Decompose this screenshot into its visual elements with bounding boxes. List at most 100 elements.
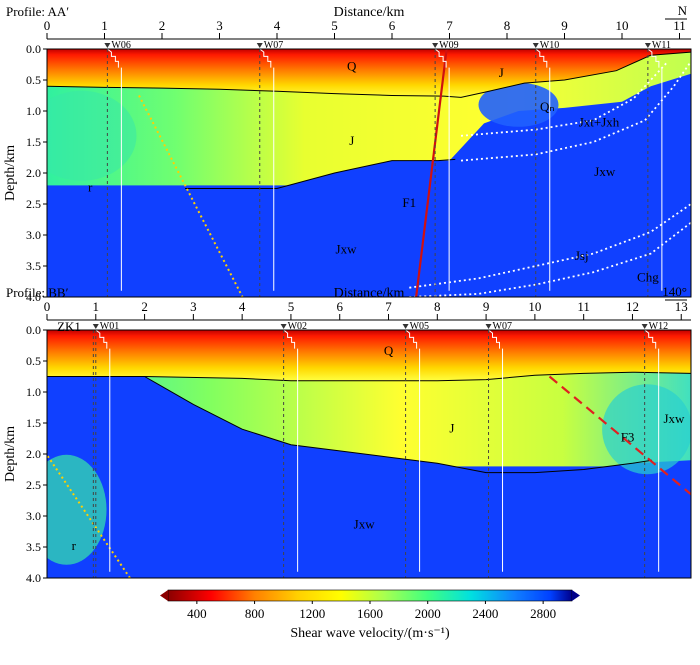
well-log-w11: [647, 49, 660, 68]
y-tick-label: 2.0: [26, 166, 41, 180]
well-log-w07: [259, 49, 272, 68]
colorbar-min-arrow: [160, 590, 168, 601]
boundary-j-base: [144, 376, 653, 474]
well-label-w02: W02: [288, 321, 307, 332]
x-tick-label: 4: [239, 299, 246, 314]
y-tick-label: 4.0: [26, 571, 41, 585]
well-log-w05: [405, 330, 418, 349]
well-label-w12: W12: [649, 321, 668, 332]
zone-qn: [478, 82, 559, 127]
layer-q: [47, 49, 691, 98]
well-marker-w05: [402, 324, 409, 329]
well-marker-w09: [432, 43, 439, 48]
x-tick-label: 7: [446, 18, 453, 33]
well-marker-w02: [280, 324, 287, 329]
colorbar-tick-label: 400: [187, 606, 207, 621]
colorbar-tick-label: 2800: [530, 606, 556, 621]
x-axis-label: Distance/km: [334, 286, 405, 301]
x-tick-label: 6: [336, 299, 343, 314]
y-tick-label: 3.0: [26, 509, 41, 523]
unit-label-jsj: Jsj: [575, 248, 589, 263]
colorbar: 400 800 1200 1600 2000 2400 2800 Shear wave vel…: [160, 589, 580, 641]
layer-jxw: [47, 376, 691, 578]
well-label-w05: W05: [410, 321, 429, 332]
x-tick-label: 2: [141, 299, 148, 314]
well-label-w07: W07: [493, 321, 512, 332]
unit-label-jxt-jxh: Jxt+Jxh: [579, 115, 620, 130]
colorbar-tick-label: 2400: [472, 606, 498, 621]
unit-label-j: J: [449, 420, 454, 435]
unit-label-q: Q: [384, 343, 394, 358]
x-tick-label: 2: [159, 18, 166, 33]
colorbar-tick-label: 2000: [415, 606, 441, 621]
x-tick-label: 12: [626, 299, 639, 314]
x-tick-label: 10: [528, 299, 541, 314]
x-tick-label: 11: [577, 299, 590, 314]
unit-label-r: r: [72, 538, 77, 553]
horizon-dotted: [409, 203, 691, 289]
x-tick-label: 5: [288, 299, 295, 314]
colorbar-bar: [167, 589, 573, 602]
unit-label-jxw: Jxw: [354, 516, 376, 531]
well-marker-w06: [104, 43, 111, 48]
x-tick-label: 8: [434, 299, 441, 314]
unit-label-chg: Chg: [637, 270, 659, 285]
panel-title: Profile: AA′: [6, 4, 69, 19]
x-tick-label: 7: [385, 299, 392, 314]
unit-label-jxw: Jxw: [336, 242, 358, 257]
well-log-w10: [535, 49, 548, 68]
profile-aa-panel: W06 W07 W09 W10 W11 0 1 2 3 4 5 6 7 8 9 10 11 0.0 0.5 1.0 1.…: [3, 3, 692, 304]
well-label-w11: W11: [652, 40, 671, 51]
well-label-w10: W10: [540, 40, 559, 51]
unit-label-r: r: [88, 180, 93, 195]
unit-label-jxw: Jxw: [663, 411, 685, 426]
well-log-w12: [644, 330, 657, 349]
colorbar-max-arrow: [572, 590, 580, 601]
well-log-w09: [434, 49, 447, 68]
x-tick-label: 9: [483, 299, 490, 314]
boundary-j-base: [185, 158, 456, 189]
unit-label-j: J: [349, 133, 354, 148]
well-log-w07: [488, 330, 500, 349]
x-tick-label: 0: [44, 18, 51, 33]
x-tick-label: 9: [561, 18, 568, 33]
well-log-w01: [95, 330, 108, 349]
y-tick-label: 3.5: [26, 259, 41, 273]
fault-trace: [47, 453, 131, 578]
y-axis-label: Depth/km: [3, 426, 18, 482]
zone-r: [47, 90, 137, 181]
unit-label-zk1: ZK1: [57, 319, 81, 334]
x-tick-label: 1: [93, 299, 100, 314]
y-tick-label: 1.0: [26, 104, 41, 118]
well-marker-w07: [256, 43, 263, 48]
zone-r: [47, 454, 107, 565]
well-label-w07: W07: [264, 40, 283, 51]
y-tick-label: 2.5: [26, 197, 41, 211]
boundary-q-base: [47, 51, 691, 98]
y-tick-label: 0.0: [26, 42, 41, 56]
orientation-label: N: [678, 3, 688, 18]
well-marker-w11: [644, 43, 651, 48]
velocity-field: [47, 49, 691, 297]
x-tick-label: 13: [675, 299, 688, 314]
x-tick-label: 1: [101, 18, 108, 33]
colorbar-tick-label: 1600: [357, 606, 383, 621]
unit-label-f3: F3: [621, 430, 635, 445]
x-tick-label: 5: [331, 18, 338, 33]
y-tick-label: 1.0: [26, 385, 41, 399]
x-tick-label: 3: [190, 299, 197, 314]
well-marker-w12: [641, 324, 648, 329]
fault-f3: [548, 375, 691, 496]
x-tick-label: 4: [274, 18, 281, 33]
well-label-w01: W01: [100, 321, 119, 332]
y-tick-label: 2.0: [26, 447, 41, 461]
orientation-label: 140°: [662, 284, 687, 299]
fault-f1: [415, 49, 448, 297]
colorbar-tick-label: 1200: [299, 606, 325, 621]
well-label-w06: W06: [111, 40, 130, 51]
x-tick-label: 10: [616, 18, 629, 33]
well-log-w06: [107, 49, 119, 68]
x-tick-label: 3: [216, 18, 223, 33]
horizon-dotted: [460, 60, 691, 162]
y-tick-label: 4.0: [26, 290, 41, 304]
